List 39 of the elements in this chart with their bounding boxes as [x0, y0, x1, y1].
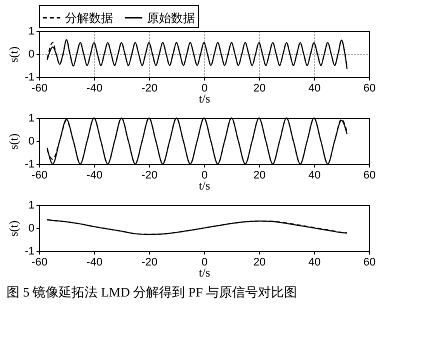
x-tick-label: -40 — [86, 82, 102, 94]
x-tick-label: 20 — [253, 256, 266, 268]
y-tick-label: 1 — [28, 112, 34, 124]
x-tick-label: 20 — [253, 170, 266, 182]
x-tick-label: 0 — [201, 170, 208, 182]
x-axis-title: t/s — [198, 266, 210, 280]
x-axis-title: t/s — [198, 178, 210, 192]
y-tick-label: 0 — [28, 136, 34, 148]
legend-label: 原始数据 — [147, 10, 195, 25]
x-tick-label: 60 — [363, 82, 376, 94]
y-tick-label: -1 — [24, 72, 34, 84]
x-tick-label: 40 — [308, 256, 321, 268]
x-tick-label: -60 — [32, 256, 48, 268]
y-tick-label: -1 — [24, 246, 34, 258]
y-tick-label: 0 — [28, 222, 34, 234]
x-tick-label: 0 — [201, 82, 208, 94]
x-tick-label: -20 — [142, 170, 158, 182]
x-tick-label: -60 — [32, 82, 48, 94]
x-tick-label: -40 — [86, 256, 102, 268]
x-tick-label: 20 — [253, 82, 266, 94]
x-tick-label: 40 — [308, 170, 321, 182]
y-tick-label: -1 — [24, 158, 34, 170]
x-axis-title: t/s — [198, 92, 210, 106]
legend-label: 分解数据 — [65, 10, 113, 25]
x-tick-label: 60 — [363, 170, 376, 182]
y-tick-label: 1 — [28, 26, 34, 38]
x-tick-label: -20 — [142, 82, 158, 94]
caption: 图 5 镜像延拓法 LMD 分解得到 PF 与原信号对比图 — [6, 284, 298, 300]
y-tick-label: 0 — [28, 48, 34, 60]
y-tick-label: 1 — [28, 200, 34, 212]
x-tick-label: -20 — [142, 256, 158, 268]
x-tick-label: -60 — [32, 170, 48, 182]
y-axis-title: s(t) — [6, 220, 21, 236]
x-tick-label: 40 — [308, 82, 321, 94]
x-tick-label: -40 — [86, 170, 102, 182]
x-tick-label: 60 — [363, 256, 376, 268]
y-axis-title: s(t) — [6, 46, 21, 62]
y-axis-title: s(t) — [6, 134, 21, 150]
x-tick-label: 0 — [201, 256, 208, 268]
